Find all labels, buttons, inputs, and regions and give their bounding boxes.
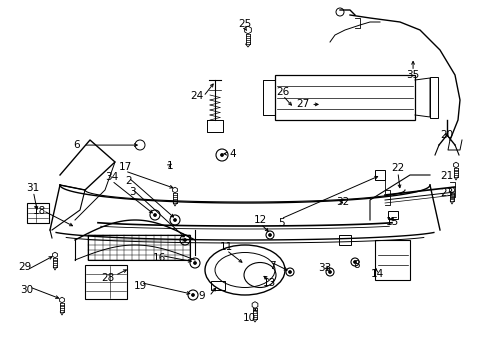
Text: 18: 18	[32, 206, 46, 216]
Text: 24: 24	[190, 91, 204, 102]
Text: 15: 15	[385, 217, 399, 228]
Text: 35: 35	[406, 70, 420, 80]
Text: 34: 34	[105, 172, 119, 182]
Text: 28: 28	[101, 273, 115, 283]
Bar	[430, 77, 438, 118]
Bar	[375, 170, 385, 180]
Bar	[339, 235, 351, 245]
Bar	[275, 75, 415, 120]
Bar	[88, 235, 190, 260]
Text: 8: 8	[353, 260, 360, 270]
Text: 2: 2	[125, 176, 132, 186]
Circle shape	[192, 293, 195, 297]
Bar	[85, 265, 127, 299]
Text: 17: 17	[118, 162, 132, 172]
Bar	[375, 240, 410, 280]
Bar	[27, 203, 49, 223]
Circle shape	[194, 261, 196, 265]
Text: 30: 30	[21, 285, 33, 295]
Text: 12: 12	[254, 215, 268, 225]
Text: 11: 11	[220, 242, 233, 252]
Text: 5: 5	[278, 218, 285, 228]
Circle shape	[153, 213, 156, 216]
Text: 9: 9	[198, 291, 205, 301]
Text: 23: 23	[440, 188, 454, 198]
Text: 25: 25	[238, 19, 252, 30]
Text: 19: 19	[134, 281, 147, 291]
Text: 31: 31	[26, 183, 40, 193]
Circle shape	[328, 270, 332, 274]
Text: 26: 26	[276, 87, 290, 97]
Text: 3: 3	[129, 186, 136, 197]
Text: 22: 22	[391, 163, 405, 174]
Text: 6: 6	[74, 140, 80, 150]
Text: 4: 4	[229, 149, 236, 159]
Circle shape	[269, 234, 271, 237]
Text: 32: 32	[336, 197, 350, 207]
Bar	[388, 211, 398, 219]
Text: 1: 1	[167, 161, 174, 171]
Text: 33: 33	[318, 263, 331, 273]
Circle shape	[173, 219, 176, 221]
Text: 13: 13	[263, 278, 276, 288]
Text: 14: 14	[370, 269, 384, 279]
Bar	[211, 280, 225, 289]
Text: 10: 10	[243, 313, 255, 323]
Text: 21: 21	[440, 171, 454, 181]
Text: 16: 16	[152, 253, 166, 263]
Circle shape	[353, 261, 357, 264]
Text: 29: 29	[18, 262, 31, 273]
Circle shape	[220, 153, 223, 157]
Text: 7: 7	[269, 261, 275, 271]
Circle shape	[183, 239, 187, 242]
Circle shape	[289, 270, 292, 274]
Text: 27: 27	[296, 99, 310, 109]
Text: 20: 20	[441, 130, 453, 140]
